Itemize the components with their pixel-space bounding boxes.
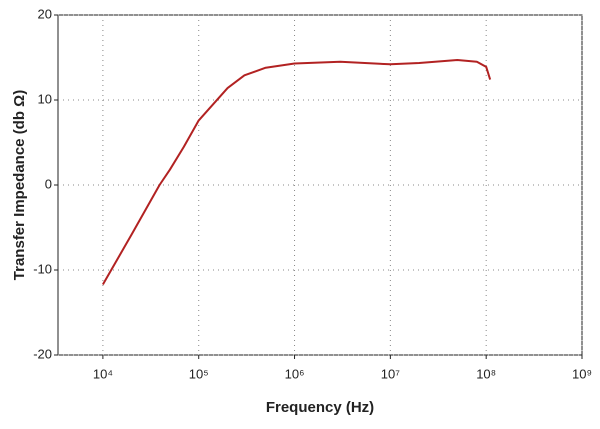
x-axis-title: Frequency (Hz) [266,399,374,416]
x-tick-label: 10⁵ [189,366,209,381]
x-tick-label: 10⁹ [572,366,592,381]
y-axis-title: Transfer Impedance (db Ω) [11,90,28,280]
y-tick-label: 20 [38,6,52,21]
data-line [102,59,492,285]
y-tick-label: -20 [33,346,52,361]
x-tick-label: 10⁶ [285,366,305,381]
x-tick-label: 10⁸ [476,366,496,381]
y-tick-label: 10 [38,91,52,106]
x-tick-label: 10⁴ [93,366,113,381]
y-tick-label: 0 [45,176,52,191]
y-tick-label: -10 [33,261,52,276]
x-tick-label: 10⁷ [381,366,400,381]
